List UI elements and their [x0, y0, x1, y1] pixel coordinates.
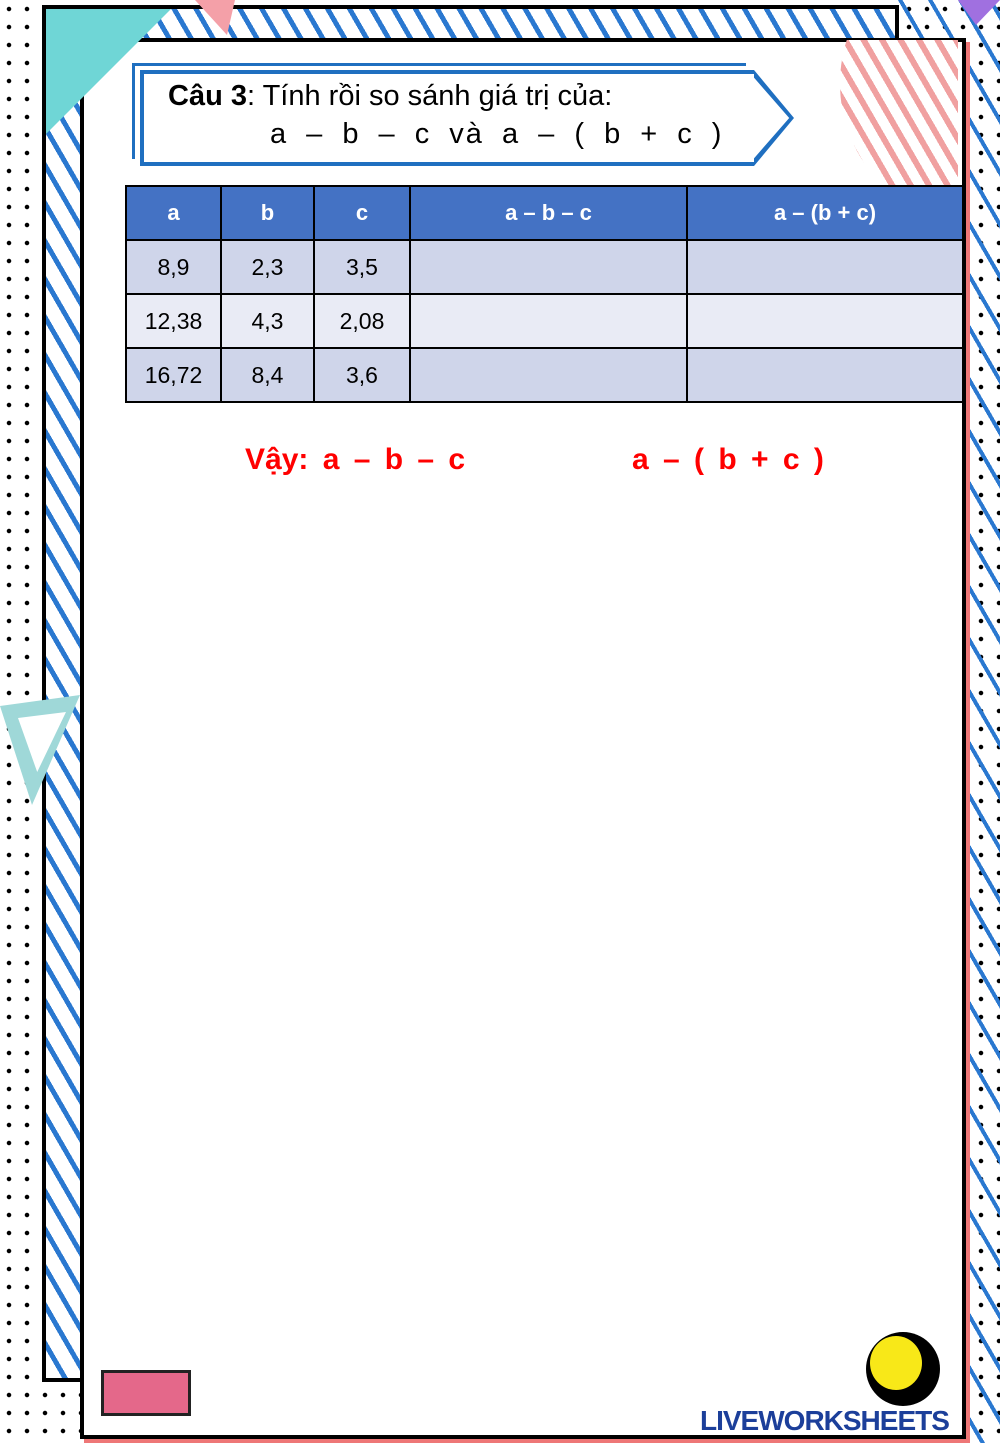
- question-line: Câu 3: Tính rồi so sánh giá trị của:: [168, 80, 612, 113]
- values-table: a b c a – b – c a – (b + c) 8,9 2,3 3,5 12…: [125, 185, 964, 403]
- cell: 2,08: [313, 293, 411, 349]
- conclusion-right: a – ( b + c ): [632, 443, 824, 476]
- table-header: a b c a – b – c a – (b + c): [125, 185, 964, 241]
- liveworksheets-logo: LIVEWORKSHEETS: [700, 1405, 950, 1436]
- decor-yellow-circle: [866, 1332, 940, 1406]
- cell: 3,5: [313, 239, 411, 295]
- answer-cell[interactable]: [409, 239, 688, 295]
- question-text: : Tính rồi so sánh giá trị của:: [246, 80, 613, 112]
- col-b: b: [220, 185, 315, 241]
- cell: 4,3: [220, 293, 315, 349]
- col-a-minus-b-minus-c: a – b – c: [409, 185, 688, 241]
- question-number: Câu 3: [168, 80, 247, 112]
- col-a: a: [125, 185, 222, 241]
- cell: 12,38: [125, 293, 222, 349]
- answer-cell[interactable]: [686, 293, 964, 349]
- conclusion-left: Vậy: a – b – c: [245, 443, 466, 476]
- table-row: 8,9 2,3 3,5: [125, 239, 964, 295]
- col-c: c: [313, 185, 411, 241]
- decor-pink-rectangle: [101, 1370, 191, 1416]
- answer-cell[interactable]: [409, 293, 688, 349]
- cell: 16,72: [125, 347, 222, 403]
- table-row: 12,38 4,3 2,08: [125, 293, 964, 349]
- question-expression: a – b – c và a – ( b + c ): [270, 118, 724, 150]
- cell: 3,6: [313, 347, 411, 403]
- answer-cell[interactable]: [409, 347, 688, 403]
- question-banner: Câu 3: Tính rồi so sánh giá trị của: a –…: [140, 70, 754, 166]
- col-a-minus-b-plus-c: a – (b + c): [686, 185, 964, 241]
- cell: 2,3: [220, 239, 315, 295]
- answer-cell[interactable]: [686, 347, 964, 403]
- answer-cell[interactable]: [686, 239, 964, 295]
- cell: 8,4: [220, 347, 315, 403]
- cell: 8,9: [125, 239, 222, 295]
- table-row: 16,72 8,4 3,6: [125, 347, 964, 403]
